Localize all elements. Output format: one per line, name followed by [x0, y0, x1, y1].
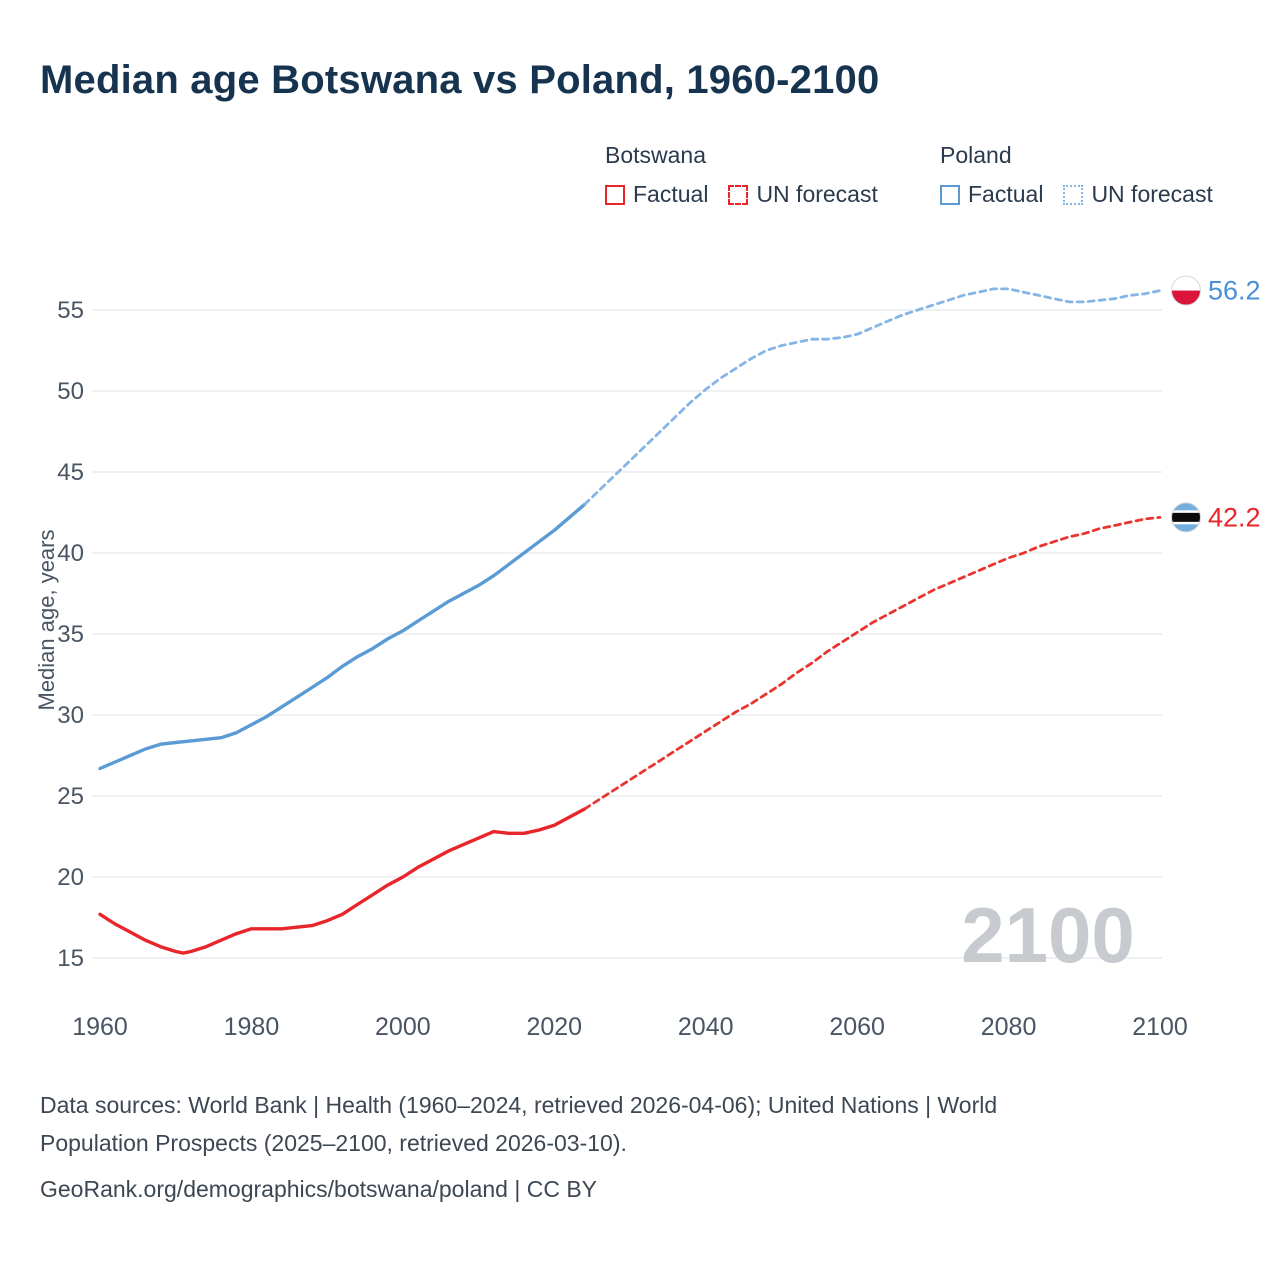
- legend-botswana-factual-label: Factual: [633, 181, 709, 207]
- series-poland-factual: [98, 502, 587, 771]
- botswana-factual-swatch-icon: [605, 184, 625, 205]
- x-tick-label: 2100: [1132, 1013, 1188, 1041]
- legend-botswana-label: Botswana: [605, 142, 707, 168]
- poland-factual-swatch-icon: [940, 184, 960, 205]
- poland-end-value: 56.2: [1208, 276, 1261, 306]
- botswana-forecast-swatch-icon: [728, 184, 749, 205]
- y-tick-label: 35: [57, 621, 84, 648]
- y-tick-label: 20: [57, 864, 84, 891]
- legend-item-botswana-factual: Factual: [605, 181, 708, 208]
- legend-poland: Poland Factual UN forecast: [940, 142, 1213, 208]
- y-tick-label: 50: [57, 378, 84, 405]
- y-tick-label: 15: [57, 945, 84, 972]
- series-botswana-forecast: [583, 515, 1162, 811]
- x-tick-label: 2080: [981, 1013, 1037, 1041]
- x-tick-label: 2040: [678, 1013, 734, 1041]
- chart-title: Median age Botswana vs Poland, 1960-2100: [40, 58, 880, 102]
- series-poland-forecast: [583, 287, 1162, 506]
- footer-data-sources-line1: Data sources: World Bank | Health (1960–…: [40, 1092, 998, 1118]
- x-tick-label: 2000: [375, 1013, 431, 1041]
- poland-forecast-swatch-icon: [1063, 184, 1084, 205]
- y-tick-label: 40: [57, 540, 84, 567]
- legend-item-poland-forecast: UN forecast: [1063, 181, 1213, 208]
- y-tick-label: 45: [57, 459, 84, 486]
- legend-poland-label: Poland: [940, 142, 1012, 168]
- legend-item-poland-factual: Factual: [940, 181, 1043, 208]
- x-tick-label: 1960: [72, 1013, 128, 1041]
- x-tick-label: 2020: [526, 1013, 582, 1041]
- botswana-flag-marker: [1171, 502, 1201, 533]
- legend-poland-factual-label: Factual: [968, 181, 1044, 207]
- y-tick-label: 55: [57, 297, 84, 324]
- footer-attribution: GeoRank.org/demographics/botswana/poland…: [40, 1176, 598, 1202]
- botswana-end-value: 42.2: [1208, 502, 1261, 532]
- legend-botswana: Botswana Factual UN forecast: [605, 142, 878, 208]
- y-tick-label: 25: [57, 783, 84, 810]
- legend-poland-row: Factual UN forecast: [940, 181, 1213, 208]
- legend-poland-forecast-label: UN forecast: [1091, 181, 1213, 207]
- y-axis-title: Median age, years: [34, 530, 59, 711]
- median-age-chart: 15 20 25 30 35 40 45 50 55 1960 1980 2000 2020 2040 20…: [34, 275, 1261, 1041]
- legend-botswana-forecast-label: UN forecast: [756, 181, 878, 207]
- footer: Data sources: World Bank | Health (1960–…: [40, 1086, 997, 1208]
- x-tick-label: 1980: [224, 1013, 280, 1041]
- poland-flag-marker: [1171, 275, 1201, 306]
- footer-data-sources-line2: Population Prospects (2025–2100, retriev…: [40, 1130, 627, 1156]
- watermark-year: 2100: [961, 891, 1135, 979]
- y-tick-label: 30: [57, 702, 84, 729]
- series-botswana-factual: [98, 807, 587, 955]
- legend-item-botswana-forecast: UN forecast: [728, 181, 878, 208]
- x-tick-label: 2060: [829, 1013, 885, 1041]
- legend-botswana-row: Factual UN forecast: [605, 181, 878, 208]
